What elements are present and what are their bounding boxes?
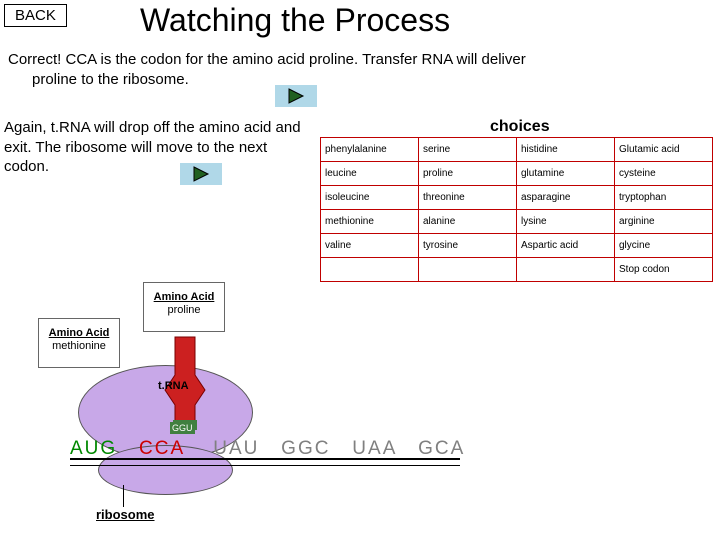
trna-label: t.RNA — [158, 380, 189, 392]
choice-cell[interactable]: proline — [419, 162, 517, 186]
ribosome-pointer — [123, 485, 124, 507]
choice-cell[interactable]: cysteine — [615, 162, 713, 186]
choice-cell[interactable]: lysine — [517, 210, 615, 234]
play-button-2[interactable] — [180, 163, 222, 185]
feedback-text: Correct! CCA is the codon for the amino … — [8, 50, 708, 89]
choice-cell[interactable]: phenylalanine — [321, 138, 419, 162]
amino-acid-heading: Amino Acid — [154, 291, 215, 303]
amino-acid-name-2: proline — [167, 304, 200, 316]
amino-acid-box-methionine: Amino Acid methionine — [38, 318, 120, 368]
choice-cell[interactable]: glycine — [615, 234, 713, 258]
play-icon — [287, 88, 305, 104]
anticodon-label: GGU — [170, 422, 195, 434]
amino-acid-heading: Amino Acid — [49, 327, 110, 339]
choice-cell[interactable]: Aspartic acid — [517, 234, 615, 258]
page-title: Watching the Process — [140, 2, 450, 39]
choices-table: phenylalanineserinehistidineGlutamic aci… — [320, 137, 713, 282]
choice-cell[interactable]: isoleucine — [321, 186, 419, 210]
mrna-strand-bottom — [70, 465, 460, 466]
choice-empty — [517, 258, 615, 282]
choice-cell[interactable]: glutamine — [517, 162, 615, 186]
feedback-line2: proline to the ribosome. — [8, 70, 708, 90]
choices-header: choices — [490, 118, 550, 136]
choice-cell[interactable]: arginine — [615, 210, 713, 234]
choice-cell[interactable]: threonine — [419, 186, 517, 210]
codons-rest: UAU GGC UAA GCA — [213, 438, 465, 459]
instruction-text: Again, t.RNA will drop off the amino aci… — [4, 118, 309, 177]
choice-cell[interactable]: leucine — [321, 162, 419, 186]
play-button-1[interactable] — [275, 85, 317, 107]
choice-cell[interactable]: tryptophan — [615, 186, 713, 210]
play-icon — [192, 166, 210, 182]
amino-acid-box-proline: Amino Acid proline — [143, 282, 225, 332]
choice-cell[interactable]: asparagine — [517, 186, 615, 210]
choice-cell[interactable]: valine — [321, 234, 419, 258]
choice-cell[interactable]: serine — [419, 138, 517, 162]
choice-cell[interactable]: histidine — [517, 138, 615, 162]
ribosome-label: ribosome — [96, 507, 155, 522]
back-button[interactable]: BACK — [4, 4, 67, 27]
choice-cell[interactable]: Glutamic acid — [615, 138, 713, 162]
mrna-codons: AUG CCA UAU GGC UAA GCA — [70, 438, 465, 460]
amino-acid-name-1: methionine — [52, 340, 106, 352]
choice-cell[interactable]: methionine — [321, 210, 419, 234]
codon-2: CCA — [139, 438, 184, 459]
mrna-strand-top — [70, 458, 460, 460]
codon-1: AUG — [70, 438, 117, 459]
feedback-line1: Correct! CCA is the codon for the amino … — [8, 51, 526, 68]
choice-cell[interactable]: alanine — [419, 210, 517, 234]
choice-empty — [419, 258, 517, 282]
choice-empty — [321, 258, 419, 282]
choice-stop-codon[interactable]: Stop codon — [615, 258, 713, 282]
choice-cell[interactable]: tyrosine — [419, 234, 517, 258]
diagram: Amino Acid proline Amino Acid methionine… — [8, 290, 488, 530]
